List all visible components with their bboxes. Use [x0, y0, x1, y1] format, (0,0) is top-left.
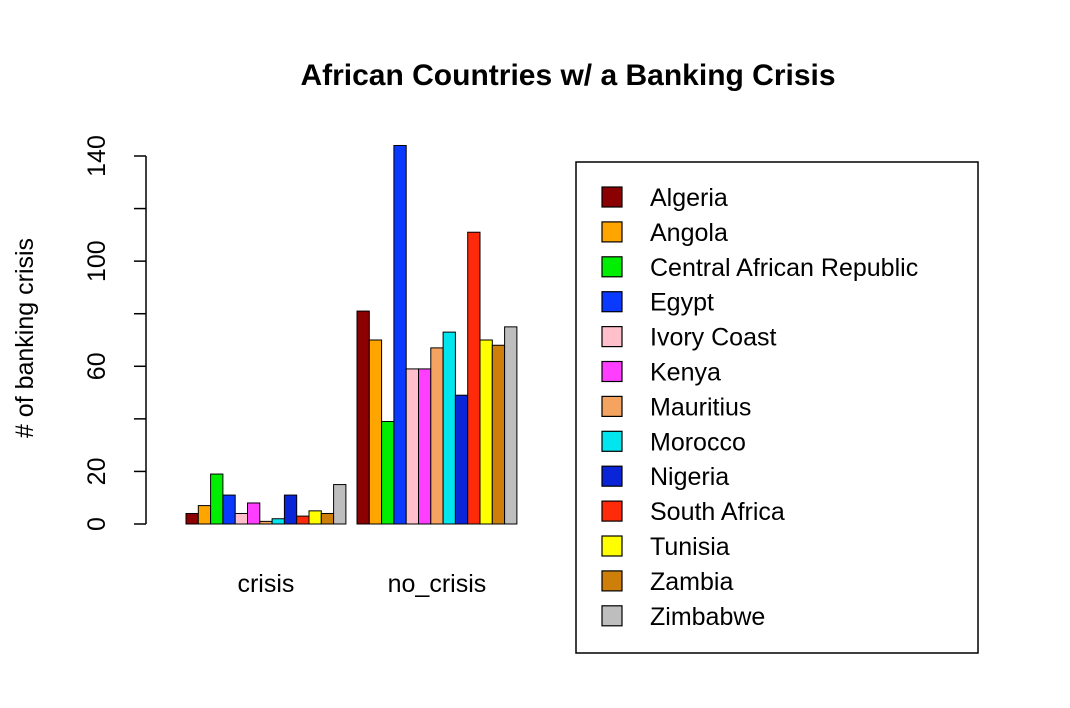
bar-egypt-crisis — [222, 494, 236, 525]
legend-label: Morocco — [650, 428, 746, 456]
y-tick-label: 140 — [83, 135, 111, 177]
legend-swatch — [601, 465, 623, 487]
legend-swatch — [601, 326, 623, 348]
legend-label: Algeria — [650, 184, 728, 212]
legend-swatch — [601, 395, 623, 417]
bar-ivory-coast-no_crisis — [405, 368, 420, 525]
bar-central-african-republic-crisis — [210, 473, 224, 525]
bar-kenya-no_crisis — [418, 368, 432, 525]
legend-label: Mauritius — [650, 393, 751, 421]
legend-swatch — [601, 430, 623, 452]
bar-zimbabwe-crisis — [333, 484, 347, 525]
chart-title: African Countries w/ a Banking Crisis — [300, 59, 835, 92]
bar-groups — [185, 144, 518, 525]
bar-tunisia-no_crisis — [479, 339, 493, 525]
bar-mauritius-no_crisis — [430, 347, 444, 525]
legend-label: Tunisia — [650, 533, 730, 561]
legend-box — [575, 161, 979, 654]
legend-label: Egypt — [650, 289, 714, 317]
legend-label: South Africa — [650, 498, 785, 526]
legend-swatch — [601, 570, 623, 592]
y-tick-label: 60 — [83, 352, 111, 380]
y-axis-label: # of banking crisis — [11, 238, 39, 438]
bar-zambia-no_crisis — [491, 344, 506, 525]
legend-swatch — [601, 535, 623, 557]
bar-zimbabwe-no_crisis — [504, 326, 518, 525]
legend-swatch — [601, 221, 623, 243]
y-axis: 0 20 60 100 140 — [83, 135, 147, 531]
legend-swatch — [601, 256, 623, 278]
legend-label: Ivory Coast — [650, 324, 776, 352]
bar-nigeria-crisis — [283, 494, 298, 525]
legend-swatch — [601, 605, 623, 627]
bar-mauritius-crisis — [259, 520, 273, 525]
bar-south-africa-no_crisis — [467, 231, 481, 525]
legend-label: Angola — [650, 219, 728, 247]
x-tick-label: crisis — [237, 570, 294, 598]
y-tick-label: 100 — [83, 240, 111, 282]
x-axis-labels: crisis no_crisis — [237, 570, 486, 598]
bar-kenya-crisis — [247, 502, 261, 525]
legend-label: Zimbabwe — [650, 603, 765, 631]
y-tick-label: 20 — [83, 458, 111, 486]
bar-central-african-republic-no_crisis — [381, 420, 395, 525]
legend-swatch — [601, 500, 623, 522]
y-tick-label: 0 — [83, 517, 111, 531]
bar-algeria-no_crisis — [356, 310, 370, 525]
x-tick-label: no_crisis — [388, 570, 487, 598]
bar-group-no_crisis — [356, 144, 518, 525]
bar-angola-crisis — [197, 505, 212, 525]
bar-zambia-crisis — [320, 512, 335, 525]
bar-nigeria-no_crisis — [454, 394, 469, 525]
bar-ivory-coast-crisis — [234, 512, 248, 525]
bar-group-crisis — [185, 473, 347, 525]
bar-angola-no_crisis — [368, 339, 383, 525]
bar-morocco-crisis — [271, 518, 285, 525]
legend: Algeria Angola Central African Republic Egy… — [575, 161, 979, 654]
bar-morocco-no_crisis — [442, 331, 456, 525]
bar-tunisia-crisis — [308, 510, 322, 525]
legend-swatch — [601, 186, 623, 208]
legend-label: Zambia — [650, 568, 733, 596]
legend-label: Central African Republic — [650, 254, 918, 282]
bar-south-africa-crisis — [296, 515, 310, 525]
legend-swatch — [601, 360, 623, 383]
legend-label: Nigeria — [650, 463, 729, 491]
bar-algeria-crisis — [185, 512, 199, 525]
legend-label: Kenya — [650, 359, 721, 387]
legend-swatch — [601, 291, 623, 313]
bar-egypt-no_crisis — [393, 144, 407, 525]
